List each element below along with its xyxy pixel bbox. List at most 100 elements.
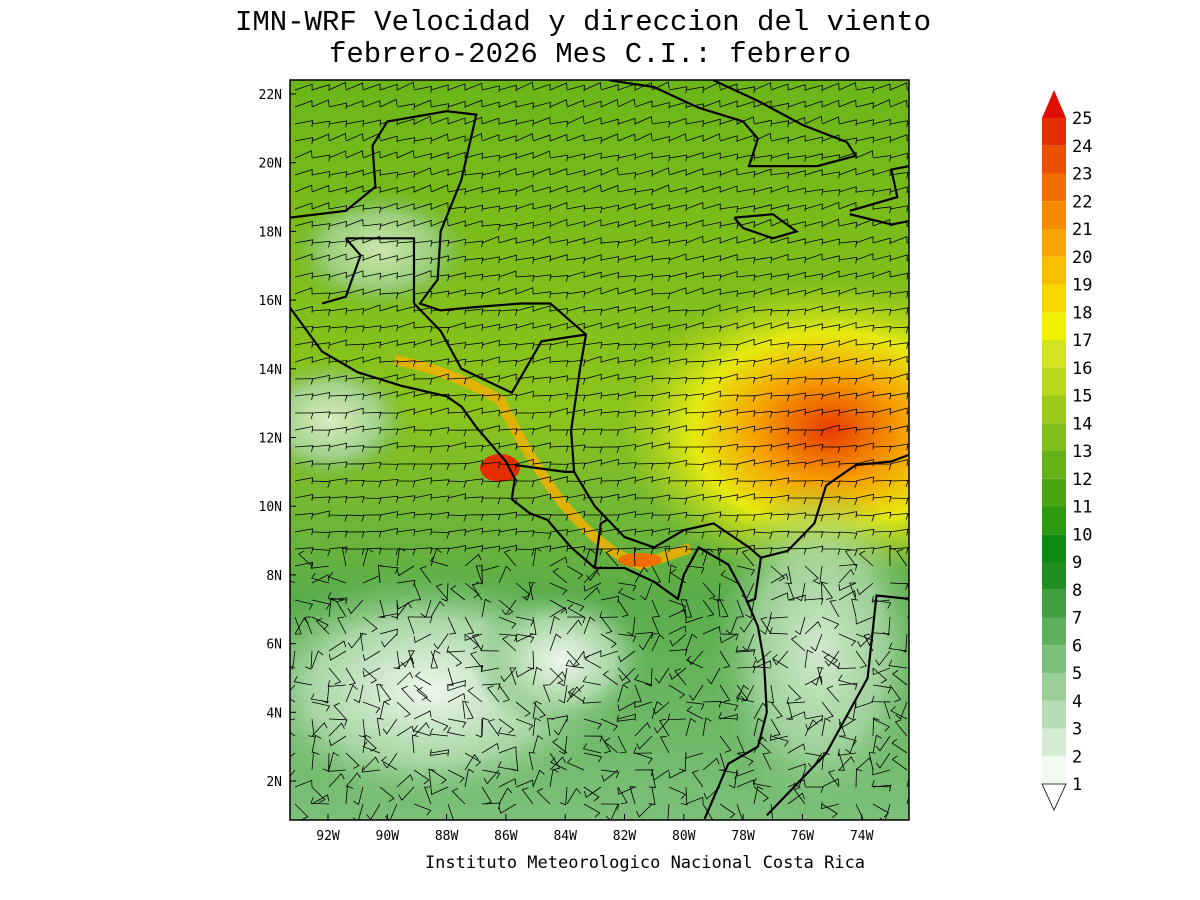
wind-barb: [345, 393, 365, 400]
wind-barb: [298, 550, 313, 567]
wind-barb: [583, 586, 601, 601]
wind-barb: [566, 134, 585, 142]
wind-barb: [634, 427, 654, 435]
wind-barb: [396, 272, 416, 280]
wind-barb: [358, 718, 366, 738]
wind-barb: [515, 152, 534, 159]
wind-barb: [889, 684, 902, 702]
wind-barb: [377, 564, 385, 584]
colorbar-label: 5: [1072, 664, 1082, 684]
wind-barb: [379, 628, 398, 636]
wind-barb: [567, 603, 585, 618]
wind-barb: [872, 237, 891, 245]
wind-barb: [770, 253, 789, 261]
wind-barb: [327, 592, 347, 601]
wind-barb: [894, 719, 908, 737]
wind-barb: [464, 99, 483, 108]
wind-barb: [362, 446, 382, 454]
wind-barb: [719, 222, 739, 229]
colorbar-label: 21: [1072, 220, 1092, 240]
wind-barb: [753, 444, 773, 451]
wind-barb: [379, 684, 392, 702]
wind-barb: [770, 477, 790, 485]
wind-barb: [736, 188, 756, 195]
wind-barb: [345, 479, 365, 487]
coastline: [733, 213, 799, 240]
wind-barb: [471, 582, 483, 601]
wind-barb: [566, 394, 586, 402]
wind-barb: [583, 428, 603, 436]
wind-barb: [754, 650, 772, 664]
lat-label: 2N: [266, 775, 282, 790]
colorbar-label: 14: [1072, 414, 1092, 434]
wind-barb: [668, 684, 685, 699]
wind-barb: [515, 445, 535, 453]
lat-label: 8N: [266, 569, 282, 584]
wind-barb: [464, 273, 484, 281]
wind-barb: [396, 81, 415, 91]
wind-barb: [858, 550, 874, 567]
wind-barb: [753, 496, 773, 504]
wind-barb: [475, 718, 483, 738]
wind-barb: [311, 133, 330, 142]
wind-barb: [888, 659, 908, 669]
wind-barb: [605, 803, 619, 820]
wind-barb: [745, 599, 755, 619]
wind-barb: [311, 391, 331, 399]
wind-barb: [498, 342, 518, 350]
wind-barb: [447, 135, 466, 143]
wind-barb: [668, 133, 687, 142]
wind-barb: [720, 570, 738, 584]
coastline: [514, 463, 575, 473]
wind-barb: [481, 323, 501, 331]
wind-barb: [430, 218, 449, 227]
wind-barb: [736, 321, 755, 329]
wind-barb: [294, 100, 313, 108]
wind-barb: [685, 219, 704, 227]
wind-barb: [500, 667, 517, 683]
wind-barb: [770, 136, 790, 144]
wind-barb: [753, 411, 773, 418]
wind-barb: [719, 118, 738, 125]
wind-barb: [362, 304, 381, 312]
wind-barb: [668, 394, 688, 401]
wind-barb: [872, 188, 892, 196]
wind-barb: [753, 119, 773, 127]
wind-barb: [583, 152, 602, 160]
wind-barb: [362, 427, 382, 434]
wind-barb: [362, 100, 381, 108]
wind-barb: [844, 735, 857, 754]
wind-barb: [770, 120, 790, 128]
wind-barb: [498, 528, 518, 536]
wind-barb: [547, 717, 554, 737]
wind-barb: [558, 684, 568, 704]
wind-barb: [770, 309, 790, 317]
wind-barb: [532, 735, 544, 754]
colorbar-label: 23: [1072, 165, 1092, 185]
wind-barb: [685, 287, 704, 295]
wind-barb: [702, 599, 715, 617]
wind-barb: [787, 100, 806, 108]
wind-barb: [464, 220, 483, 228]
wind-barb: [685, 463, 705, 471]
wind-barb: [515, 633, 534, 643]
wind-barb: [396, 241, 416, 248]
wind-barb: [396, 321, 415, 329]
wind-barb: [753, 736, 767, 754]
wind-barb: [430, 427, 450, 434]
wind-barb: [362, 530, 382, 538]
wind-barb: [719, 599, 729, 618]
wind-barb: [498, 189, 518, 196]
wind-barb: [413, 633, 432, 644]
colorbar-label: 6: [1072, 636, 1082, 656]
wind-barb: [379, 292, 399, 300]
wind-barb: [428, 768, 436, 788]
wind-barb: [304, 616, 313, 635]
wind-barb: [515, 376, 535, 383]
wind-barb: [396, 529, 416, 536]
wind-barb: [413, 710, 432, 720]
wind-barb: [498, 167, 517, 176]
wind-barb: [311, 99, 330, 108]
wind-barb: [770, 152, 789, 160]
wind-barb: [549, 445, 569, 453]
